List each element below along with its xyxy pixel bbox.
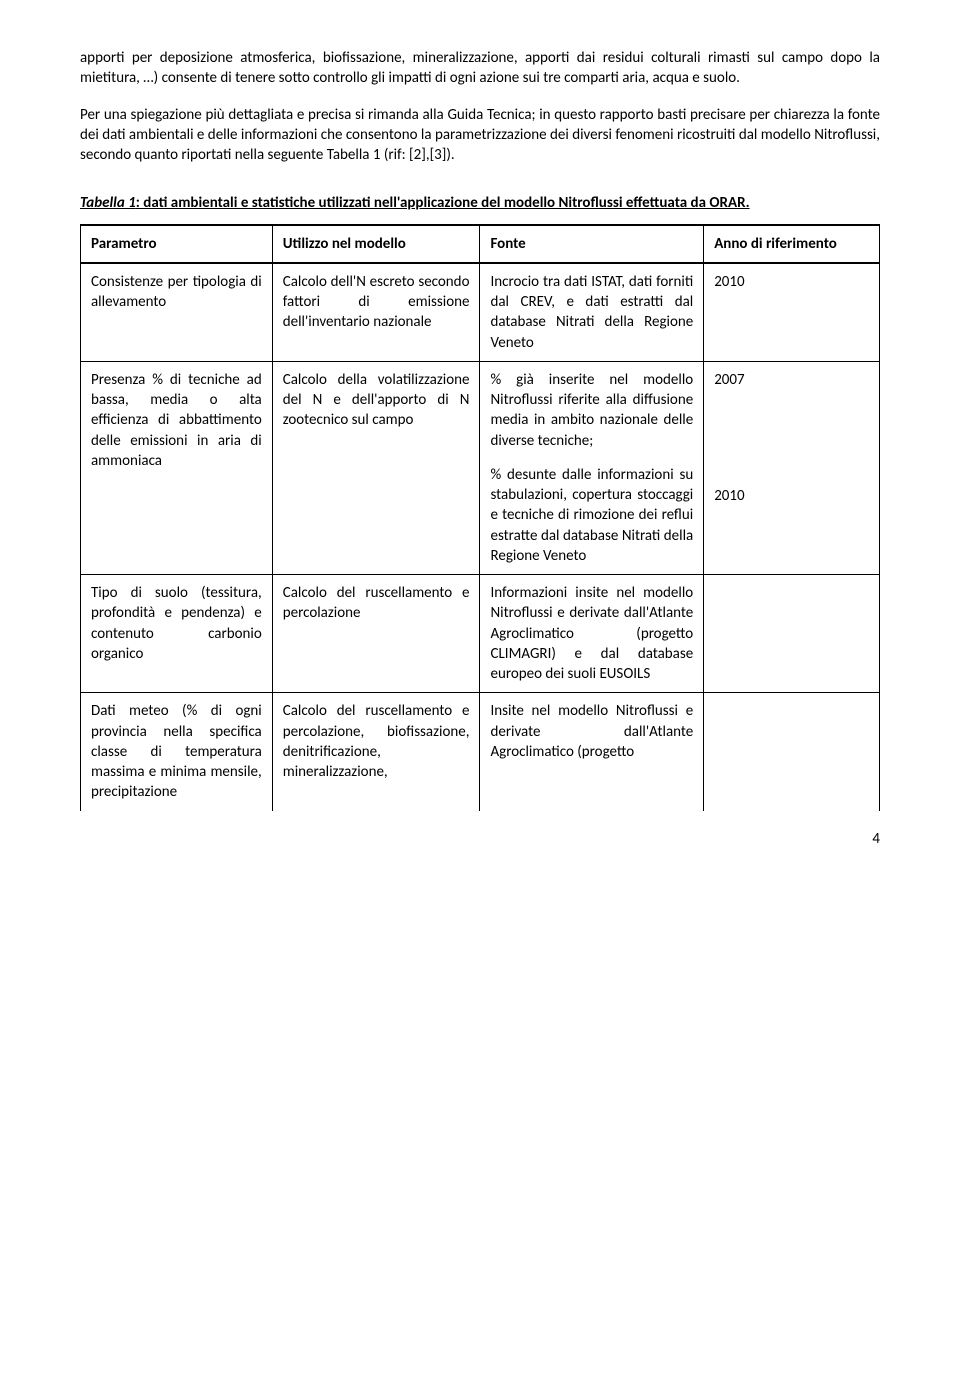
header-parametro: Parametro — [81, 225, 273, 263]
table-row: Dati meteo (% di ogni provincia nella sp… — [81, 693, 880, 811]
cell-utilizzo: Calcolo dell'N escreto secondo fattori d… — [272, 263, 480, 362]
table-row: Presenza % di tecniche ad bassa, media o… — [81, 361, 880, 574]
table-caption: Tabella 1: dati ambientali e statistiche… — [80, 193, 880, 213]
cell-fonte-b: % desunte dalle informazioni su stabulaz… — [490, 465, 693, 566]
cell-fonte-a: % già inserite nel modello Nitroflussi r… — [490, 370, 693, 451]
header-utilizzo: Utilizzo nel modello — [272, 225, 480, 263]
caption-label: Tabella 1 — [80, 194, 136, 212]
cell-fonte: Informazioni insite nel modello Nitroflu… — [480, 575, 704, 693]
cell-anno-b: 2010 — [714, 486, 869, 506]
cell-parametro: Consistenze per tipologia di allevamento — [81, 263, 273, 362]
page-number: 4 — [80, 829, 880, 849]
header-anno: Anno di riferimento — [704, 225, 880, 263]
cell-anno — [704, 575, 880, 693]
cell-fonte: Insite nel modello Nitroflussi e derivat… — [480, 693, 704, 811]
data-table: Parametro Utilizzo nel modello Fonte Ann… — [80, 224, 880, 811]
cell-anno-a: 2007 — [714, 370, 869, 390]
cell-parametro: Tipo di suolo (tessitura, profondità e p… — [81, 575, 273, 693]
cell-utilizzo: Calcolo del ruscellamento e percolazione… — [272, 693, 480, 811]
table-header-row: Parametro Utilizzo nel modello Fonte Ann… — [81, 225, 880, 263]
table-row: Tipo di suolo (tessitura, profondità e p… — [81, 575, 880, 693]
cell-parametro: Presenza % di tecniche ad bassa, media o… — [81, 361, 273, 574]
cell-fonte: Incrocio tra dati ISTAT, dati forniti da… — [480, 263, 704, 362]
header-fonte: Fonte — [480, 225, 704, 263]
cell-anno — [704, 693, 880, 811]
cell-parametro: Dati meteo (% di ogni provincia nella sp… — [81, 693, 273, 811]
body-paragraph-2: Per una spiegazione più dettagliata e pr… — [80, 105, 880, 166]
cell-utilizzo: Calcolo del ruscellamento e percolazione — [272, 575, 480, 693]
cell-utilizzo: Calcolo della volatilizzazione del N e d… — [272, 361, 480, 574]
cell-fonte: % già inserite nel modello Nitroflussi r… — [480, 361, 704, 574]
cell-anno: 2007 2010 — [704, 361, 880, 574]
table-row: Consistenze per tipologia di allevamento… — [81, 263, 880, 362]
cell-anno: 2010 — [704, 263, 880, 362]
body-paragraph-1: apporti per deposizione atmosferica, bio… — [80, 48, 880, 89]
caption-text: : dati ambientali e statistiche utilizza… — [136, 194, 750, 212]
